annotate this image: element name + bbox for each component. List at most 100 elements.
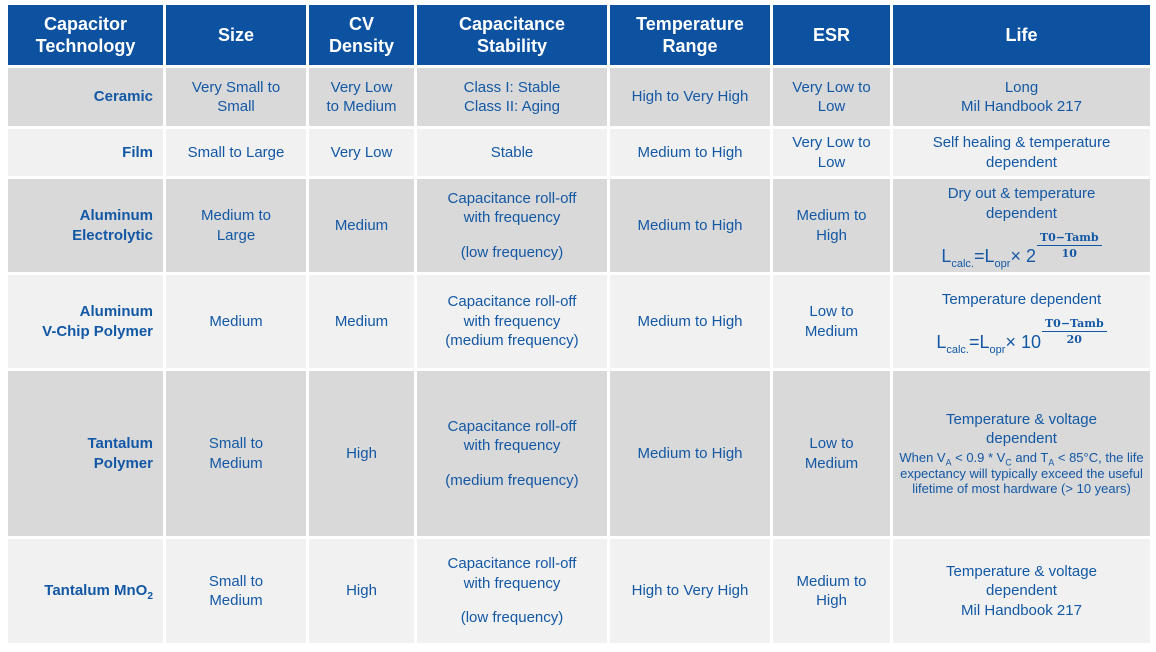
cell-line: (medium frequency): [445, 332, 579, 350]
cell-size: Medium to Large: [166, 179, 306, 272]
cell-esr: Medium to High: [773, 179, 890, 272]
cell-line: Aluminum: [79, 303, 153, 320]
cell-capacitance-stability: Capacitance roll-off with frequency (mediu…: [417, 371, 607, 536]
cell-cv-density: Medium: [309, 179, 414, 272]
cell-cv-density: Medium: [309, 275, 414, 368]
cell-temperature-range: High to Very High: [610, 68, 770, 126]
cell-line: Medium to: [796, 572, 867, 590]
cell-line: dependent: [986, 204, 1057, 222]
cell-line: Very Small to: [191, 78, 281, 96]
cell-line: dependent: [986, 430, 1057, 448]
subscript: opr: [994, 257, 1011, 270]
formula-base: 10: [1020, 332, 1041, 353]
cell-line: Medium to: [796, 207, 867, 224]
cell-line: Aluminum: [79, 207, 153, 224]
cell-line: Self healing & temperature: [932, 134, 1111, 151]
line-gap: [423, 456, 601, 471]
cell-size: Small to Medium: [166, 539, 306, 643]
cell-capacitance-stability: Class I: Stable Class II: Aging: [417, 68, 607, 126]
subscript: 2: [147, 591, 153, 603]
cell-line: (low frequency): [460, 609, 564, 627]
subscript: A: [945, 457, 952, 468]
cell-line: Mil Handbook 217: [961, 601, 1082, 619]
cell-line: High: [346, 444, 377, 462]
cell-line: High to Very High: [631, 582, 749, 600]
cell-line: High: [346, 582, 377, 600]
cell-line: dependent: [986, 582, 1057, 600]
cell-line: Low to: [809, 435, 854, 452]
cell-line: Medium: [334, 216, 389, 234]
cell-line: High to Very High: [631, 88, 749, 106]
line-gap: [423, 593, 601, 608]
row-header-technology: Tantalum MnO2: [8, 539, 163, 643]
cell-line: Temperature & voltage: [946, 562, 1097, 580]
cell-capacitance-stability: Capacitance roll-off with frequency (low f…: [417, 539, 607, 643]
subscript: A: [1048, 457, 1055, 468]
cell-line: Medium to: [200, 207, 272, 224]
cell-line: Very Low: [330, 143, 393, 161]
cell-line: with frequency: [463, 312, 561, 330]
cell-esr: Very Low to Low: [773, 129, 890, 176]
row-header-technology: Aluminum Electrolytic: [8, 179, 163, 272]
cell-line: to Medium: [326, 98, 397, 115]
cell-line: Medium to High: [637, 143, 743, 161]
cell-life: Dry out & temperature dependent Lcalc.=Lop…: [893, 179, 1150, 272]
cell-temperature-range: Medium to High: [610, 129, 770, 176]
cell-line: Ceramic: [93, 88, 153, 106]
cell-line: Class I: Stable: [463, 78, 561, 96]
life-formula: Lcalc.=Lopr× 2 T0−Tamb 10: [899, 223, 1144, 270]
cell-temperature-range: High to Very High: [610, 539, 770, 643]
cell-capacitance-stability: Stable: [417, 129, 607, 176]
cell-line: High: [816, 226, 847, 244]
row-header-technology: Tantalum Polymer: [8, 371, 163, 536]
cell-life: Temperature & voltage dependent When VA < …: [893, 371, 1150, 536]
cell-line: Low: [817, 153, 846, 171]
cell-line: (medium frequency): [445, 471, 579, 489]
cell-life: Temperature dependent Lcalc.=Lopr× 10 T0−T…: [893, 275, 1150, 368]
cell-size: Medium: [166, 275, 306, 368]
cell-line: Medium to High: [637, 312, 743, 330]
cell-life: Self healing & temperature dependent: [893, 129, 1150, 176]
cell-line: Medium: [209, 454, 263, 472]
cell-life: Temperature & voltage dependent Mil Handbo…: [893, 539, 1150, 643]
formula-base: 2: [1025, 246, 1036, 267]
cell-line: Large: [216, 226, 256, 244]
column-header-life: Life: [893, 5, 1150, 65]
cell-line: Small to: [208, 572, 264, 590]
cell-line: Very Low to: [792, 78, 871, 96]
cell-size: Very Small to Small: [166, 68, 306, 126]
cell-line: Small to Large: [187, 143, 285, 161]
table-row: Ceramic Very Small to Small Very Low to Medi…: [8, 68, 1150, 126]
header-row: Capacitor Technology Size CV Density Cap…: [8, 5, 1150, 65]
column-header-capacitor-technology: Capacitor Technology: [8, 5, 163, 65]
cell-line: with frequency: [463, 437, 561, 455]
cell-line: Very Low to: [792, 134, 871, 151]
table-row: Film Small to Large Very Low Stable Medium t…: [8, 129, 1150, 176]
cell-line: Long: [1004, 78, 1039, 96]
cell-line: with frequency: [463, 209, 561, 227]
cell-temperature-range: Medium to High: [610, 275, 770, 368]
cell-line: Small: [217, 98, 255, 115]
subscript: calc.: [946, 344, 969, 357]
cell-line: Medium to High: [637, 444, 743, 462]
cell-size: Small to Medium: [166, 371, 306, 536]
cell-cv-density: Very Low: [309, 129, 414, 176]
cell-cv-density: High: [309, 371, 414, 536]
cell-temperature-range: Medium to High: [610, 179, 770, 272]
row-header-technology: Aluminum V-Chip Polymer: [8, 275, 163, 368]
cell-line: High: [816, 592, 847, 609]
cell-note: When VA < 0.9 * VC and TA < 85°C, the li…: [899, 449, 1144, 497]
cell-line: Capacitance roll-off: [447, 555, 577, 573]
table-row: Tantalum MnO2 Small to Medium High Capacitan…: [8, 539, 1150, 643]
formula-exponent-fraction: T0−Tamb 20: [1041, 317, 1107, 346]
cell-line: Capacitance roll-off: [447, 293, 577, 311]
cell-line: Temperature & voltage: [946, 410, 1097, 428]
subscript: opr: [989, 344, 1006, 357]
cell-line: Medium: [804, 454, 859, 472]
row-header-technology: Film: [8, 129, 163, 176]
cell-temperature-range: Medium to High: [610, 371, 770, 536]
cell-line: Medium: [334, 312, 389, 330]
cell-line: Capacitance roll-off: [447, 417, 577, 435]
cell-size: Small to Large: [166, 129, 306, 176]
